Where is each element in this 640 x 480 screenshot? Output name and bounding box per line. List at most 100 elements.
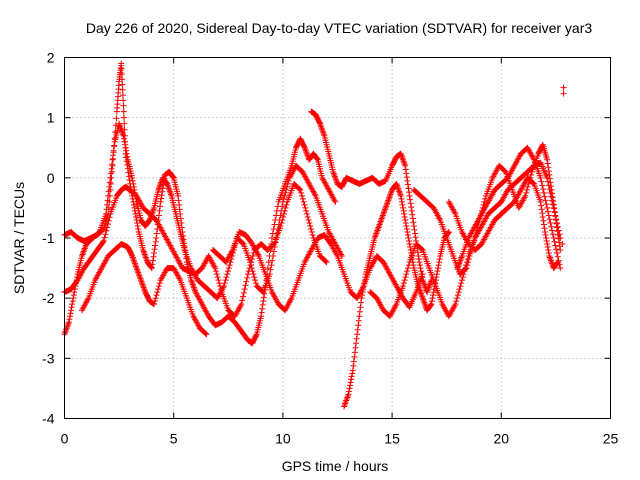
data-point [151, 298, 158, 305]
data-point [361, 277, 368, 284]
data-point [104, 221, 111, 228]
data-point [153, 235, 160, 241]
data-point [308, 225, 315, 232]
data-point [545, 247, 552, 254]
data-point [415, 256, 422, 263]
data-point [464, 262, 471, 269]
data-point [430, 292, 437, 299]
data-point [459, 274, 466, 281]
data-point [410, 219, 417, 226]
data-point [283, 201, 290, 208]
series-track-9 [410, 141, 564, 278]
series-track-5 [210, 228, 426, 314]
data-point [556, 239, 563, 246]
data-point [541, 193, 548, 200]
data-point [151, 246, 158, 253]
data-point [553, 224, 560, 231]
data-point [223, 274, 230, 281]
data-point [360, 283, 367, 290]
plot-frame [64, 57, 611, 419]
data-point [251, 274, 258, 281]
data-point [458, 277, 465, 284]
data-point [361, 280, 368, 287]
data-point [357, 304, 364, 311]
series-track-3 [61, 180, 330, 320]
data-point [545, 212, 552, 219]
data-point [554, 228, 561, 235]
data-point [538, 202, 545, 209]
data-point [282, 189, 289, 196]
data-point [552, 242, 559, 249]
data-point [528, 171, 535, 178]
data-point [553, 246, 560, 253]
data-point [277, 222, 284, 229]
y-tick-label: -3 [42, 350, 55, 366]
data-point [122, 144, 129, 151]
x-tick-label: 20 [494, 431, 510, 447]
data-point [267, 266, 274, 273]
data-point [539, 210, 546, 217]
data-point [466, 253, 473, 260]
data-point [238, 301, 245, 308]
data-point [456, 286, 463, 293]
data-point [472, 231, 479, 238]
data-point [401, 213, 408, 220]
data-point [404, 265, 411, 272]
data-point [70, 295, 77, 302]
data-point [549, 231, 556, 238]
data-point [316, 119, 323, 126]
data-point [120, 97, 127, 104]
data-point [280, 195, 287, 202]
data-point [284, 180, 291, 187]
data-point [550, 235, 557, 241]
data-point [544, 160, 551, 167]
data-point [269, 257, 276, 264]
data-point [270, 241, 277, 248]
data-point [428, 301, 435, 308]
data-point [542, 197, 549, 204]
data-point [414, 249, 421, 256]
data-point [524, 183, 531, 190]
data-point [345, 391, 352, 398]
data-point [156, 207, 163, 214]
data-point [103, 206, 110, 213]
data-point [176, 201, 183, 208]
data-point [239, 297, 246, 304]
data-point [130, 183, 137, 190]
data-point [455, 289, 462, 296]
data-point [296, 186, 303, 193]
data-point [402, 219, 409, 226]
data-point [556, 261, 563, 268]
data-point [418, 271, 425, 278]
data-point [270, 248, 277, 255]
data-point [555, 227, 562, 234]
data-point [537, 198, 544, 205]
data-point [419, 274, 426, 281]
data-point [152, 295, 159, 302]
data-point [259, 305, 266, 312]
data-point [546, 175, 553, 182]
data-point [405, 185, 412, 192]
data-point [434, 265, 441, 272]
data-point [303, 210, 310, 217]
data-point [297, 186, 304, 193]
data-point [400, 207, 407, 214]
data-point [358, 295, 365, 302]
data-point [103, 227, 110, 234]
data-point [433, 271, 440, 278]
data-point [467, 250, 474, 257]
data-point [403, 170, 410, 177]
data-point [151, 250, 158, 257]
x-axis-title: GPS time / hours [282, 458, 389, 474]
data-point [406, 238, 413, 245]
data-point [403, 271, 410, 278]
data-point [134, 219, 141, 226]
data-point [454, 295, 461, 302]
data-point [350, 358, 357, 365]
data-point [349, 367, 356, 374]
data-point [539, 182, 546, 189]
data-point [544, 208, 551, 215]
data-point [356, 313, 363, 320]
data-point [407, 196, 414, 203]
data-point [332, 198, 339, 205]
